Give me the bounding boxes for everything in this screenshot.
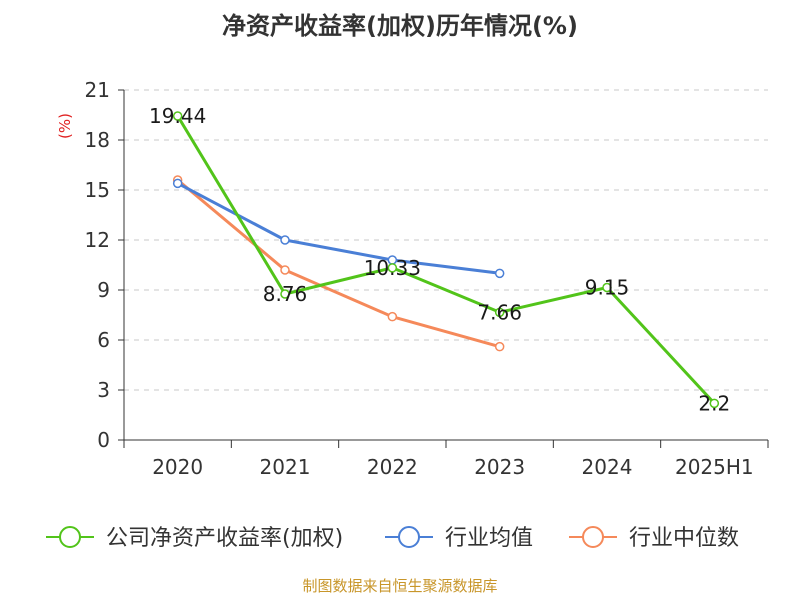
data-point (280, 289, 290, 299)
y-tick-label: 18 (85, 128, 110, 152)
data-label: 9.15 (585, 276, 630, 300)
series-line (176, 114, 716, 405)
data-point (280, 265, 290, 275)
y-tick-label: 21 (85, 78, 110, 102)
x-tick-label: 2024 (582, 455, 633, 479)
data-label: 19.44 (149, 104, 206, 128)
y-tick-label: 9 (97, 278, 110, 302)
x-tick-label: 2020 (152, 455, 203, 479)
data-label: 7.66 (477, 300, 522, 324)
y-axis-label: (%) (56, 113, 74, 139)
legend-marker-icon (582, 526, 604, 548)
data-label: 10.33 (364, 256, 421, 280)
data-labels: 19.44 8.76 10.33 7.66 9.15 2.2 (149, 104, 730, 415)
y-tick-label: 3 (97, 378, 110, 402)
data-point (387, 311, 398, 322)
data-label: 8.76 (263, 282, 308, 306)
series-layer (172, 111, 720, 409)
series-line (176, 178, 502, 349)
data-point (172, 178, 183, 189)
y-tick-label: 15 (85, 178, 110, 202)
legend: 公司净资产收益率(加权) 行业均值 行业中位数 (46, 526, 739, 551)
data-point (172, 111, 183, 121)
legend-marker-icon (59, 526, 81, 548)
data-point (494, 307, 505, 318)
axes: 0 3 6 9 12 15 18 21 2020 2021 2022 2023 2024 2025H1 (85, 78, 769, 479)
data-label: 2.2 (698, 391, 730, 415)
data-point (280, 235, 290, 245)
data-point (494, 268, 505, 279)
data-point (709, 398, 720, 409)
gridlines (124, 89, 768, 391)
x-tick-label: 2023 (474, 455, 525, 479)
x-tick-label: 2025H1 (675, 455, 754, 479)
chart-title: 净资产收益率(加权)历年情况(%) (222, 12, 578, 40)
y-tick-label: 0 (97, 428, 110, 452)
x-tick-label: 2021 (260, 455, 311, 479)
legend-marker-icon (398, 526, 420, 548)
series-line (176, 181, 502, 275)
y-tick-label: 12 (85, 228, 110, 252)
legend-label: 行业中位数 (629, 526, 739, 551)
legend-label: 行业均值 (445, 526, 533, 551)
data-point (602, 282, 612, 293)
y-tick-label: 6 (97, 328, 110, 352)
source-note: 制图数据来自恒生聚源数据库 (302, 577, 497, 595)
data-point (387, 263, 398, 273)
data-point (494, 341, 505, 352)
x-tick-label: 2022 (367, 455, 418, 479)
legend-label: 公司净资产收益率(加权) (106, 526, 343, 551)
